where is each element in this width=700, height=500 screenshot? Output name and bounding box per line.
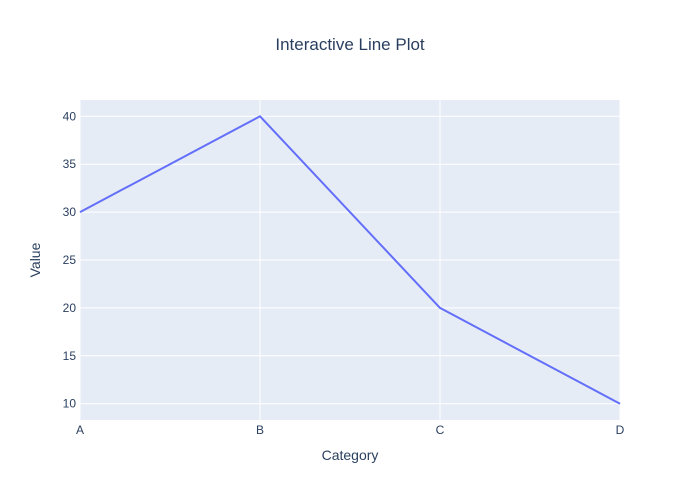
y-tick-label: 35 (63, 157, 77, 171)
series-line[interactable] (79, 115, 621, 405)
x-tick-label: D (616, 423, 625, 437)
y-tick-label: 25 (63, 253, 77, 267)
x-axis-title: Category (322, 447, 379, 463)
x-tick-label: B (256, 423, 264, 437)
y-tick-label: 20 (63, 301, 77, 315)
y-tick-label: 15 (63, 349, 77, 363)
series-layer (77, 113, 623, 407)
y-axis-title: Value (27, 242, 43, 277)
data-point[interactable] (77, 209, 83, 215)
data-point[interactable] (257, 113, 263, 119)
y-tick-label: 40 (63, 109, 77, 123)
y-tick-label: 30 (63, 205, 77, 219)
x-tick-label: A (76, 423, 84, 437)
chart-title: Interactive Line Plot (275, 35, 425, 54)
x-axis-ticks: A B C D (76, 423, 625, 437)
data-point[interactable] (437, 305, 443, 311)
y-tick-label: 10 (63, 397, 77, 411)
grid-lines (79, 100, 621, 420)
data-point[interactable] (617, 401, 623, 407)
y-axis-ticks: 10 15 20 25 30 35 40 (63, 109, 77, 410)
x-tick-label: C (436, 423, 445, 437)
